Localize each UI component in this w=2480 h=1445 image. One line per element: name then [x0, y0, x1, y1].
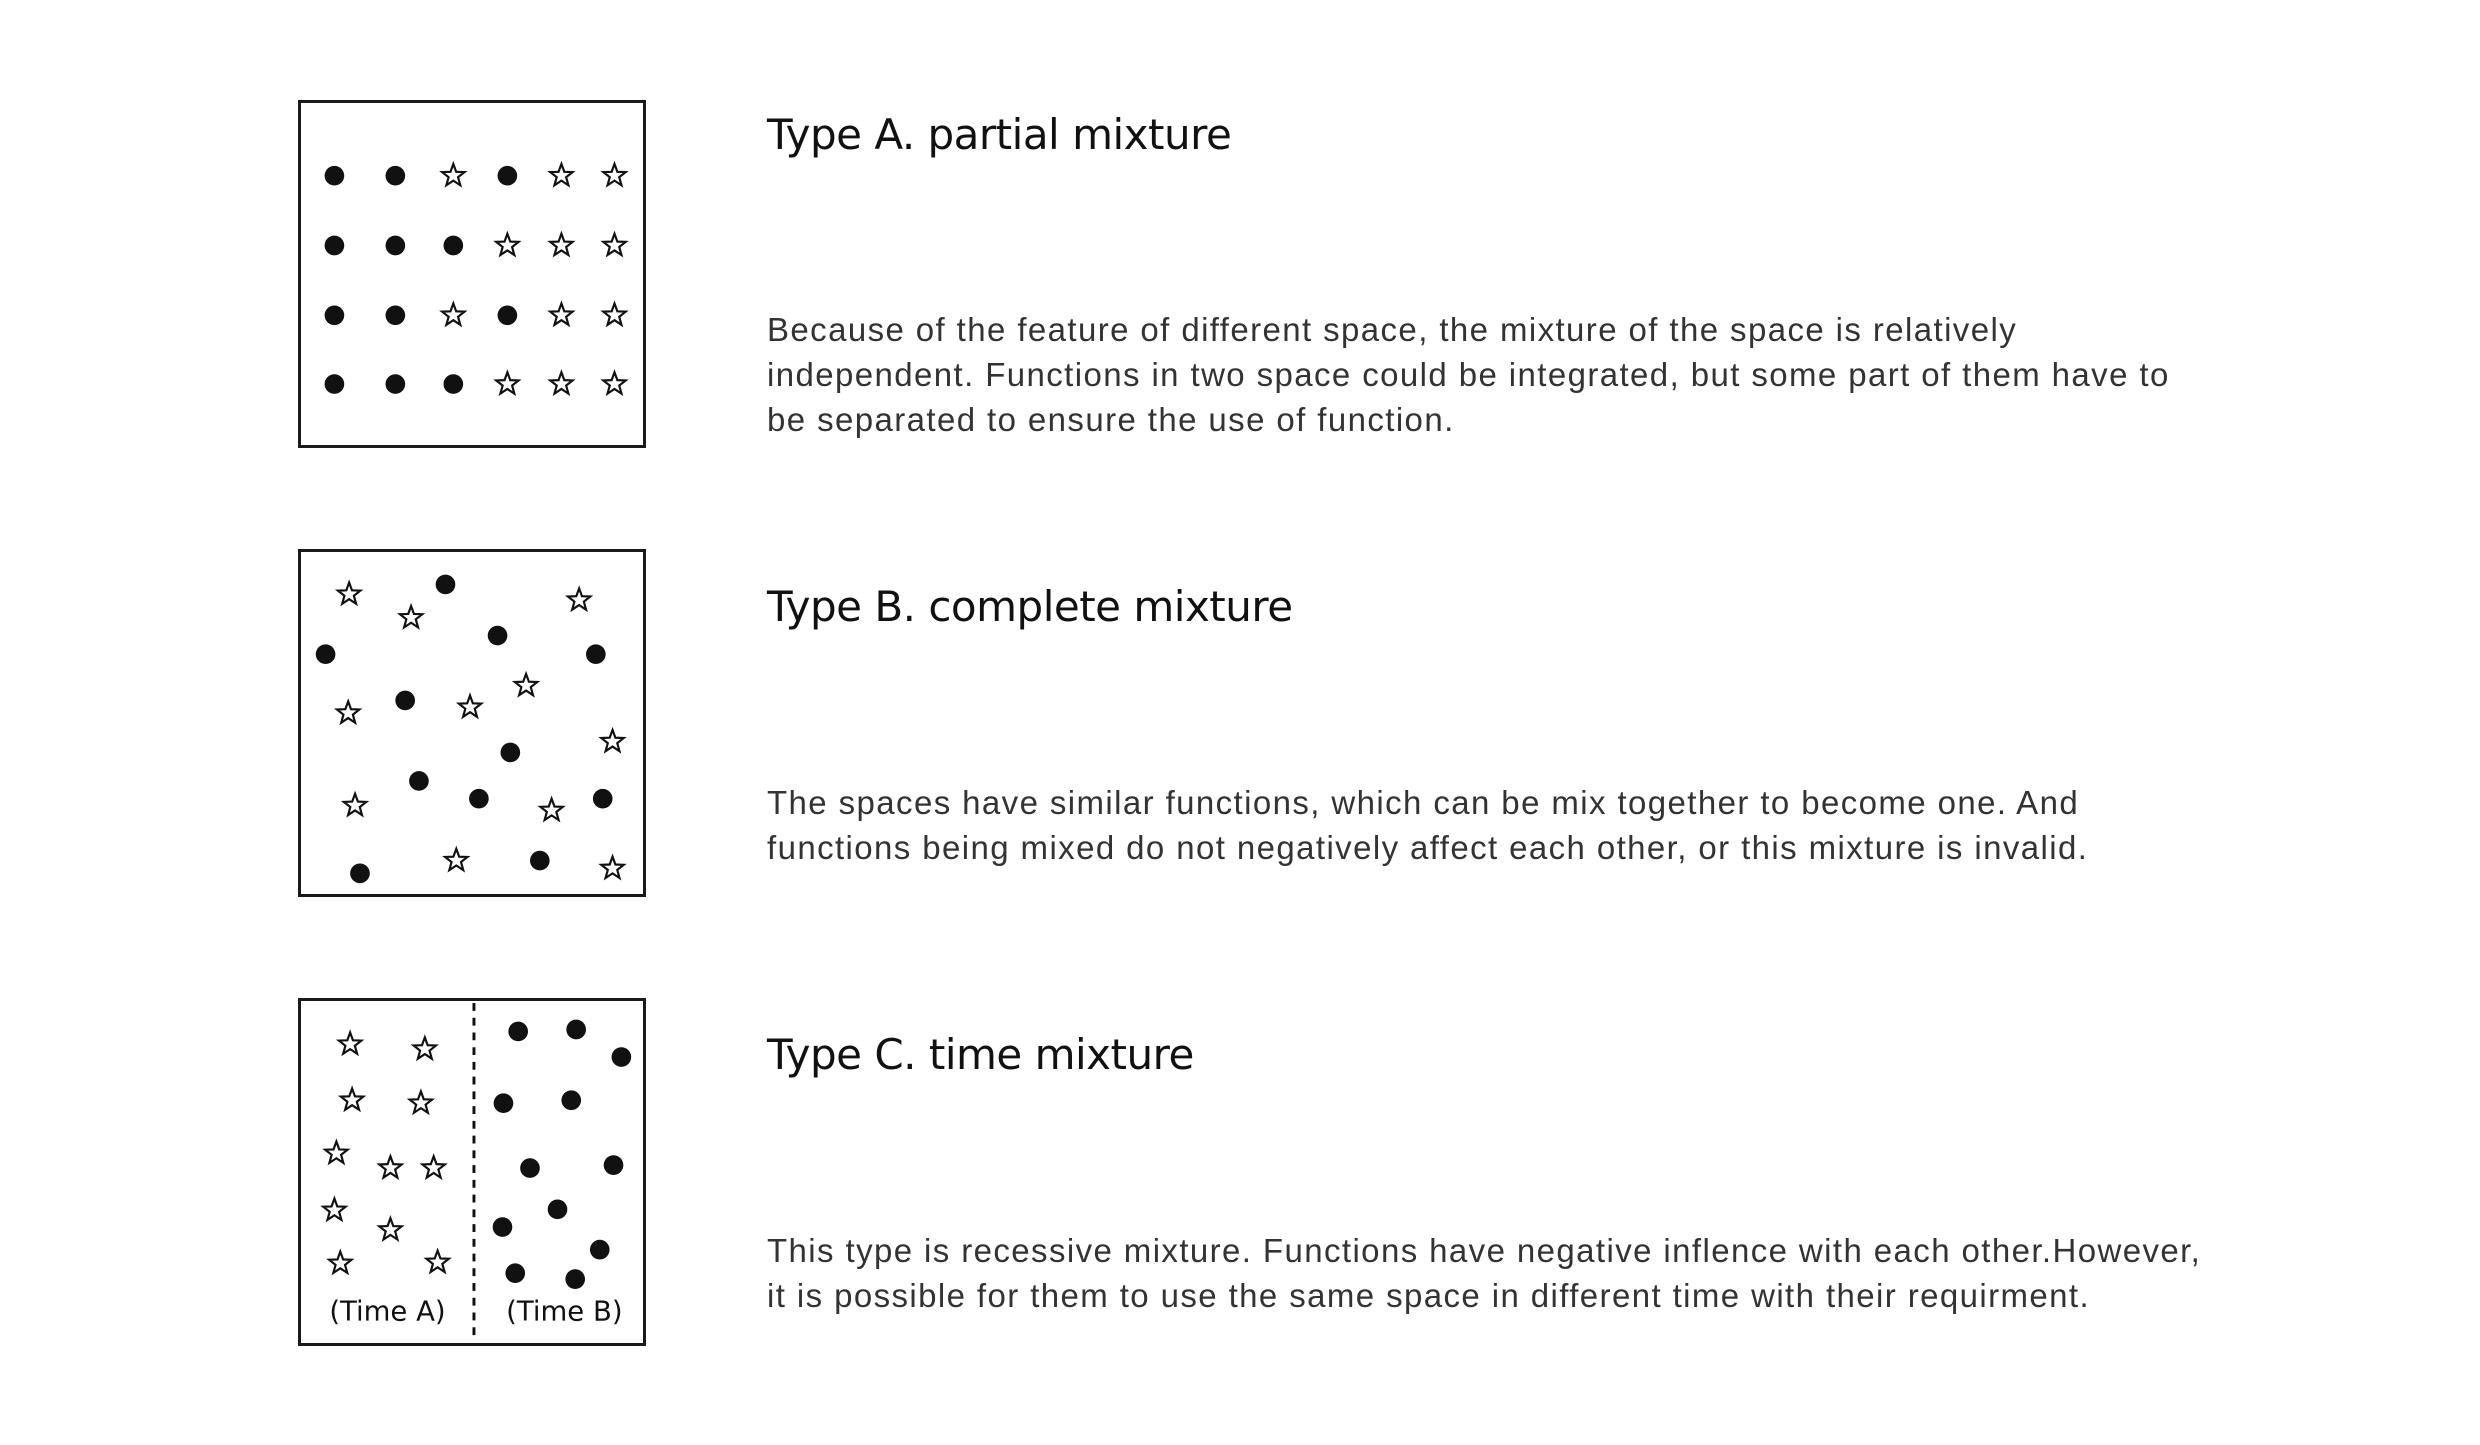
dot-icon	[324, 165, 345, 186]
dot-icon	[520, 1158, 540, 1178]
star-icon	[600, 160, 629, 188]
dot-icon	[497, 165, 518, 186]
star-icon	[406, 1088, 436, 1116]
diagram-type-b	[298, 549, 646, 897]
diagram-type-a	[298, 100, 646, 448]
star-icon	[396, 602, 426, 630]
dot-icon	[324, 374, 345, 394]
dot-icon	[324, 305, 345, 326]
dot-icon	[315, 644, 336, 665]
diagram-type-a-canvas	[324, 160, 629, 397]
star-icon	[511, 670, 541, 698]
star-icon	[337, 1085, 367, 1113]
star-icon	[376, 1215, 405, 1243]
dot-icon	[493, 1093, 514, 1114]
dot-icon	[469, 788, 489, 809]
dot-icon	[443, 235, 464, 256]
star-icon	[493, 369, 522, 397]
dot-icon	[350, 863, 370, 884]
star-icon	[547, 160, 576, 188]
star-icon	[600, 369, 629, 397]
star-icon	[547, 300, 576, 328]
dot-icon	[505, 1263, 526, 1284]
star-icon	[439, 300, 468, 328]
star-icon	[547, 230, 576, 258]
star-icon	[322, 1138, 351, 1166]
star-icon	[410, 1034, 440, 1062]
type-a-title: Type A. partial mixture	[767, 110, 1232, 159]
dot-icon	[565, 1269, 586, 1289]
diagram-type-b-canvas	[315, 574, 627, 884]
star-icon	[600, 300, 629, 328]
time-b-label: (Time B)	[506, 1295, 622, 1327]
type-b-title: Type B. complete mixture	[767, 582, 1293, 631]
star-icon	[493, 230, 522, 258]
dot-icon	[385, 235, 406, 256]
star-icon	[376, 1153, 405, 1181]
star-icon	[564, 585, 594, 613]
star-icon	[598, 853, 627, 881]
dot-icon	[561, 1090, 582, 1111]
star-icon	[455, 692, 485, 720]
star-icon	[547, 369, 576, 397]
dot-icon	[592, 788, 613, 809]
dot-icon	[324, 235, 345, 256]
star-icon	[600, 230, 629, 258]
dot-icon	[547, 1199, 568, 1220]
star-icon	[419, 1153, 448, 1181]
dot-icon	[589, 1239, 610, 1260]
dot-icon	[492, 1217, 513, 1237]
star-icon	[326, 1248, 355, 1276]
star-icon	[442, 845, 471, 873]
diagram-type-c-canvas: (Time A) (Time B)	[320, 1002, 632, 1342]
type-b-description: The spaces have similar functions, which…	[767, 784, 2089, 866]
dot-icon	[385, 305, 406, 326]
star-icon	[598, 726, 627, 754]
dot-icon	[566, 1019, 586, 1040]
dot-icon	[603, 1155, 624, 1175]
dot-icon	[508, 1021, 529, 1042]
dot-icon	[435, 574, 456, 595]
dot-icon	[487, 625, 508, 646]
dot-icon	[385, 165, 406, 186]
dot-icon	[409, 771, 429, 791]
type-c-title: Type C. time mixture	[767, 1030, 1194, 1079]
star-icon	[439, 160, 468, 188]
dot-icon	[529, 850, 550, 871]
star-icon	[423, 1247, 452, 1275]
type-a-description: Because of the feature of different spac…	[767, 311, 2170, 438]
dot-icon	[395, 690, 415, 711]
dot-icon	[586, 644, 606, 665]
star-icon	[333, 698, 363, 726]
type-c-description: This type is recessive mixture. Function…	[767, 1232, 2202, 1314]
time-a-label: (Time A)	[329, 1295, 445, 1327]
star-icon	[334, 579, 364, 607]
star-icon	[340, 790, 370, 818]
dot-icon	[611, 1047, 632, 1067]
dot-icon	[497, 305, 518, 326]
diagram-type-c: (Time A) (Time B)	[298, 998, 646, 1346]
dot-icon	[500, 742, 521, 763]
star-icon	[537, 795, 566, 823]
star-icon	[335, 1029, 365, 1057]
dot-icon	[385, 374, 406, 394]
dot-icon	[443, 374, 464, 394]
star-icon	[320, 1195, 349, 1223]
